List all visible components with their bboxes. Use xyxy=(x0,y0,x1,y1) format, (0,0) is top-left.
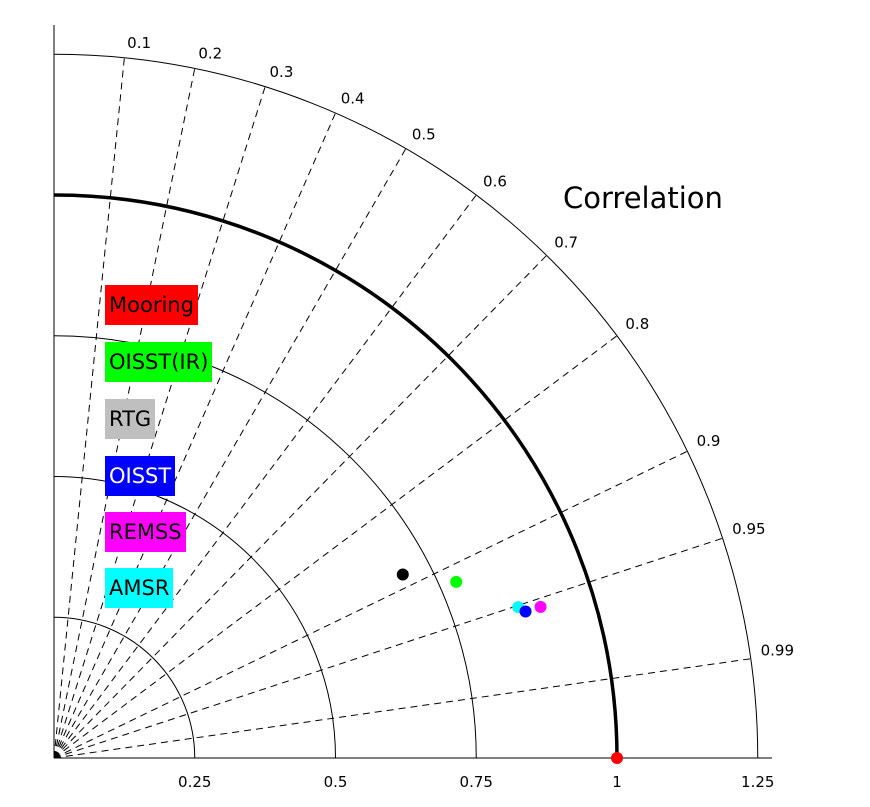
legend-item: Mooring xyxy=(105,285,198,325)
std-tick-label: 0.75 xyxy=(460,773,493,791)
correlation-label: 0.6 xyxy=(483,173,507,191)
chart-title: Correlation xyxy=(563,181,723,215)
correlation-label: 0.99 xyxy=(761,642,794,660)
data-point-remss xyxy=(534,600,547,613)
correlation-label: 0.2 xyxy=(198,45,222,63)
correlation-ray xyxy=(53,335,618,759)
correlation-label: 0.8 xyxy=(625,315,649,333)
correlation-label: 0.1 xyxy=(127,34,151,52)
correlation-ray xyxy=(53,57,125,759)
legend-item: OISST(IR) xyxy=(105,342,213,382)
data-point-oisst xyxy=(519,605,532,618)
correlation-ray xyxy=(53,658,751,759)
correlation-ray xyxy=(53,537,723,759)
correlation-ray xyxy=(53,112,336,759)
std-tick-label: 0.25 xyxy=(178,773,211,791)
std-tick-label: 1.25 xyxy=(741,773,774,791)
correlation-label: 0.95 xyxy=(732,520,765,538)
reference-std-arc xyxy=(53,193,619,759)
correlation-ray xyxy=(53,450,688,759)
correlation-label: 0.7 xyxy=(554,234,578,252)
correlation-label: 0.5 xyxy=(412,126,436,144)
data-point-oisst-ir- xyxy=(450,575,463,588)
std-arc xyxy=(53,616,196,759)
correlation-ray xyxy=(53,255,547,759)
correlation-label: 0.3 xyxy=(270,63,294,81)
std-tick-label: 1 xyxy=(612,773,622,791)
legend-item: REMSS xyxy=(105,512,186,552)
correlation-ray xyxy=(53,148,407,759)
correlation-ray xyxy=(53,194,477,759)
legend-item: AMSR xyxy=(105,568,174,608)
data-point-mooring xyxy=(611,752,623,764)
correlation-label: 0.4 xyxy=(341,90,365,108)
std-tick-label: 0.5 xyxy=(324,773,348,791)
correlation-ray xyxy=(53,86,266,759)
legend-item: OISST xyxy=(105,456,176,496)
legend-item: RTG xyxy=(105,399,156,439)
std-arc xyxy=(53,476,336,759)
std-arc xyxy=(53,53,759,759)
correlation-label: 0.9 xyxy=(697,432,721,450)
data-point-rtg xyxy=(396,568,409,581)
